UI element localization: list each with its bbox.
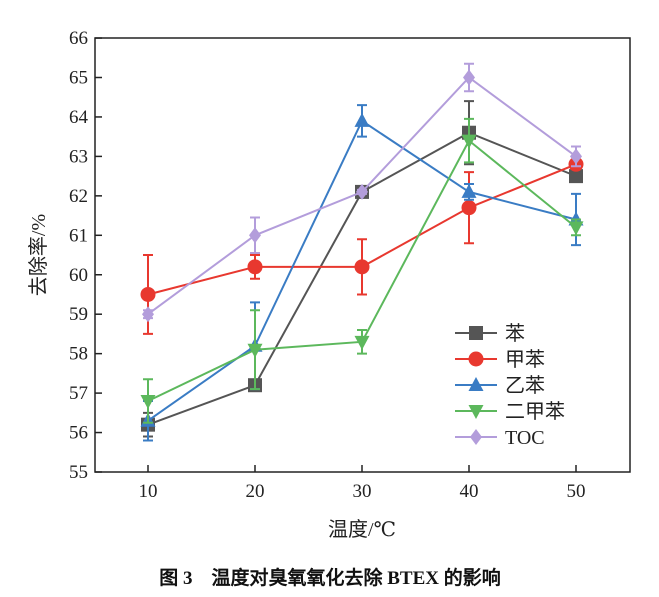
marker-triangle-down — [140, 394, 156, 409]
y-tick-label: 55 — [69, 462, 88, 483]
marker-triangle-up — [354, 112, 370, 127]
y-tick-label: 62 — [69, 186, 88, 207]
y-tick-label: 63 — [69, 146, 88, 167]
x-axis-label: 温度/℃ — [328, 518, 396, 541]
y-tick-label: 59 — [69, 304, 88, 325]
x-tick-label: 40 — [460, 481, 479, 502]
y-tick-label: 56 — [69, 423, 88, 444]
marker-diamond — [142, 306, 154, 323]
y-tick-label: 57 — [69, 383, 88, 404]
y-tick-label: 61 — [69, 225, 88, 246]
marker-triangle-down — [568, 221, 584, 236]
y-tick-label: 65 — [69, 68, 88, 89]
figure-caption: 图 3 温度对臭氧氧化去除 BTEX 的影响 — [159, 566, 501, 589]
marker-triangle-down — [468, 405, 484, 419]
series-甲苯 — [140, 156, 584, 335]
marker-triangle-down — [354, 335, 370, 350]
series-二甲苯 — [140, 117, 584, 424]
y-tick-label: 66 — [69, 28, 88, 49]
series-TOC — [142, 62, 582, 323]
marker-circle — [247, 259, 263, 275]
marker-square — [569, 169, 583, 184]
marker-diamond — [249, 227, 261, 244]
marker-diamond — [356, 183, 368, 200]
x-tick-label: 30 — [353, 481, 372, 502]
legend-label: 二甲苯 — [505, 400, 565, 423]
y-axis-label: 去除率/% — [27, 214, 50, 296]
legend-label: 甲苯 — [505, 348, 545, 371]
marker-triangle-down — [461, 134, 477, 149]
marker-diamond — [463, 69, 475, 86]
y-tick-label: 60 — [69, 265, 88, 286]
marker-circle — [468, 351, 484, 367]
legend-label: 乙苯 — [505, 374, 545, 397]
legend-label: 苯 — [505, 322, 525, 345]
legend-label: TOC — [505, 427, 545, 449]
marker-square — [469, 326, 483, 340]
marker-triangle-up — [461, 183, 477, 198]
y-tick-label: 58 — [69, 344, 88, 365]
marker-triangle-up — [468, 377, 484, 391]
marker-circle — [354, 259, 370, 275]
x-tick-label: 20 — [246, 481, 265, 502]
marker-diamond — [470, 429, 482, 445]
marker-triangle-down — [247, 343, 263, 358]
x-tick-label: 10 — [139, 481, 158, 502]
marker-circle — [140, 286, 156, 302]
marker-diamond — [570, 148, 582, 165]
y-tick-label: 64 — [69, 107, 89, 128]
marker-circle — [461, 200, 477, 216]
x-tick-label: 50 — [567, 481, 586, 502]
